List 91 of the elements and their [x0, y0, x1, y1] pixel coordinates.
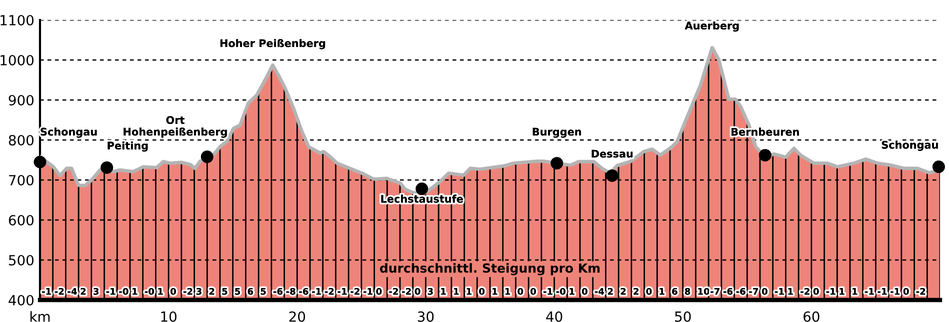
- annotation: 1: [852, 288, 858, 295]
- annotation: Schongau: [882, 140, 938, 151]
- annotation: -0: [119, 288, 128, 295]
- annotation: -6: [723, 288, 733, 295]
- annotation: -7: [710, 288, 720, 295]
- annotation: -2: [800, 288, 810, 295]
- annotation: 2: [209, 288, 214, 295]
- annotation: 5: [260, 288, 266, 295]
- annotation: 2: [620, 288, 626, 295]
- annotation: 1: [660, 288, 664, 295]
- y-tick-label: 1100: [0, 14, 34, 26]
- annotation: 3: [428, 288, 433, 295]
- annotation: 0: [530, 288, 536, 295]
- annotation: durchschnittl. Steigung pro Km: [380, 263, 600, 276]
- annotation: -2: [324, 288, 334, 295]
- annotation: -1: [826, 288, 836, 295]
- annotation: 1: [454, 288, 459, 295]
- annotation: 8: [684, 288, 690, 295]
- x-tick-label: 30: [418, 311, 434, 322]
- annotation: 0: [518, 288, 524, 295]
- annotation: 1: [158, 288, 163, 295]
- x-tick-label: 50: [675, 311, 691, 322]
- annotation: -2: [916, 288, 926, 295]
- annotation: Auerberg: [684, 21, 739, 32]
- y-tick-label: 800: [8, 134, 34, 146]
- annotation: 3: [196, 288, 202, 295]
- annotation: -1: [878, 288, 887, 295]
- x-tick-label: 20: [289, 311, 306, 322]
- annotation: 1: [441, 288, 446, 295]
- annotation: -1: [312, 288, 321, 295]
- annotation: 0: [479, 288, 485, 295]
- annotation: -6: [273, 288, 283, 295]
- annotation: 1: [840, 288, 844, 295]
- x-tick-label: 40: [546, 311, 562, 322]
- annotation: -6: [736, 288, 746, 295]
- annotation: 0: [762, 288, 768, 295]
- annotation: 1: [492, 288, 498, 295]
- y-tick-label: 700: [9, 174, 34, 186]
- annotation: 1: [570, 288, 574, 295]
- annotation: -2: [54, 288, 64, 295]
- annotation: Ort Hohenpeißenberg: [124, 116, 227, 138]
- annotation: -2: [350, 288, 360, 295]
- y-tick-label: 1000: [0, 54, 34, 66]
- y-tick-label: 400: [8, 294, 34, 306]
- annotation: -1: [543, 288, 552, 295]
- annotation: 1: [466, 288, 472, 295]
- annotation: -1: [338, 288, 347, 295]
- annotation: -6: [299, 288, 308, 295]
- annotation: -7: [749, 288, 758, 295]
- annotation: -1: [890, 288, 900, 295]
- annotation: Peiting: [108, 141, 148, 152]
- annotation: 2: [608, 288, 613, 295]
- annotation: 3: [94, 288, 99, 295]
- annotation: 5: [235, 288, 240, 295]
- annotation: Dessau: [592, 150, 633, 158]
- annotation: 0: [170, 288, 176, 295]
- annotation: -0: [144, 288, 154, 295]
- annotation: 1: [788, 288, 793, 295]
- annotation: Hoher Peißenberg: [220, 39, 326, 50]
- y-tick-label: 900: [8, 94, 34, 106]
- annotation: 1: [132, 288, 138, 295]
- annotation: -1: [864, 288, 874, 295]
- annotation: -4: [594, 288, 604, 295]
- annotation: -1: [106, 288, 116, 295]
- annotation: 6: [248, 288, 254, 295]
- annotation: 0: [813, 288, 819, 295]
- annotation: Burggen: [532, 128, 581, 138]
- x-tick-label: 10: [161, 311, 176, 322]
- annotation: 5: [222, 288, 228, 295]
- annotation: 0: [582, 288, 588, 295]
- annotation: 0: [646, 288, 652, 295]
- annotation: -1: [42, 288, 51, 295]
- y-tick-label: 600: [8, 214, 34, 226]
- annotation: 0: [903, 288, 909, 295]
- annotation: -2: [183, 288, 192, 295]
- annotation: 1: [505, 288, 510, 295]
- annotation: 2: [80, 288, 86, 295]
- annotation: 0: [376, 288, 382, 295]
- x-tick-label: 60: [804, 311, 820, 322]
- annotation: -2: [402, 288, 411, 295]
- annotation: 6: [672, 288, 678, 295]
- annotation: -1: [774, 288, 784, 295]
- annotation: -2: [389, 288, 398, 295]
- annotation: -4: [68, 288, 77, 295]
- annotation: 2: [634, 288, 638, 295]
- annotation: 0: [414, 288, 420, 295]
- x-tick-label: km: [30, 311, 50, 322]
- annotation: -0: [556, 288, 566, 295]
- annotation: -1: [363, 288, 372, 295]
- y-tick-label: 500: [9, 254, 34, 266]
- annotation: -8: [286, 288, 296, 295]
